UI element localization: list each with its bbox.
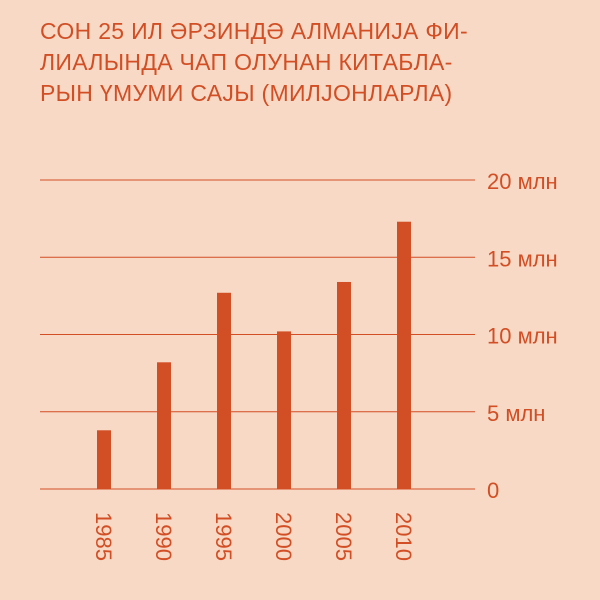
y-axis-tick-labels: 0 5 млн 10 млн 15 млн 20 млн	[487, 169, 558, 503]
chart-title-line-2: ЛИАЛЫНДА ЧАП ОЛУНАН КИТАБЛА-	[40, 49, 453, 75]
x-tick-label: 2005	[331, 512, 356, 561]
y-tick-label: 5 млн	[487, 401, 545, 426]
bars	[97, 221, 411, 489]
x-tick-label: 1995	[211, 512, 236, 561]
x-tick-label: 2000	[271, 512, 296, 561]
x-tick-label: 1985	[91, 512, 116, 561]
bar-1985	[97, 430, 111, 489]
y-tick-label: 20 млн	[487, 169, 558, 194]
bar-2010	[397, 221, 411, 489]
x-tick-label: 2010	[391, 512, 416, 561]
chart-title-line-1: СОН 25 ИЛ ӘРЗИНДӘ АЛМАНИЈА ФИ-	[40, 18, 468, 44]
y-tick-label: 10 млн	[487, 324, 558, 349]
chart-title-line-3: РЫН ҮМУМИ САЈЫ (МИЛЈОНЛАРЛА)	[40, 80, 453, 106]
bar-2005	[337, 281, 351, 489]
x-tick-label: 1990	[151, 512, 176, 561]
y-tick-label: 15 млн	[487, 246, 558, 271]
chart-title: СОН 25 ИЛ ӘРЗИНДӘ АЛМАНИЈА ФИ- ЛИАЛЫНДА …	[40, 16, 580, 109]
y-tick-label: 0	[487, 478, 499, 503]
x-axis-tick-labels: 1985 1990 1995 2000 2005 2010	[91, 512, 416, 561]
bar-1995	[217, 292, 231, 489]
bar-2000	[277, 331, 291, 489]
bar-1990	[157, 362, 171, 489]
